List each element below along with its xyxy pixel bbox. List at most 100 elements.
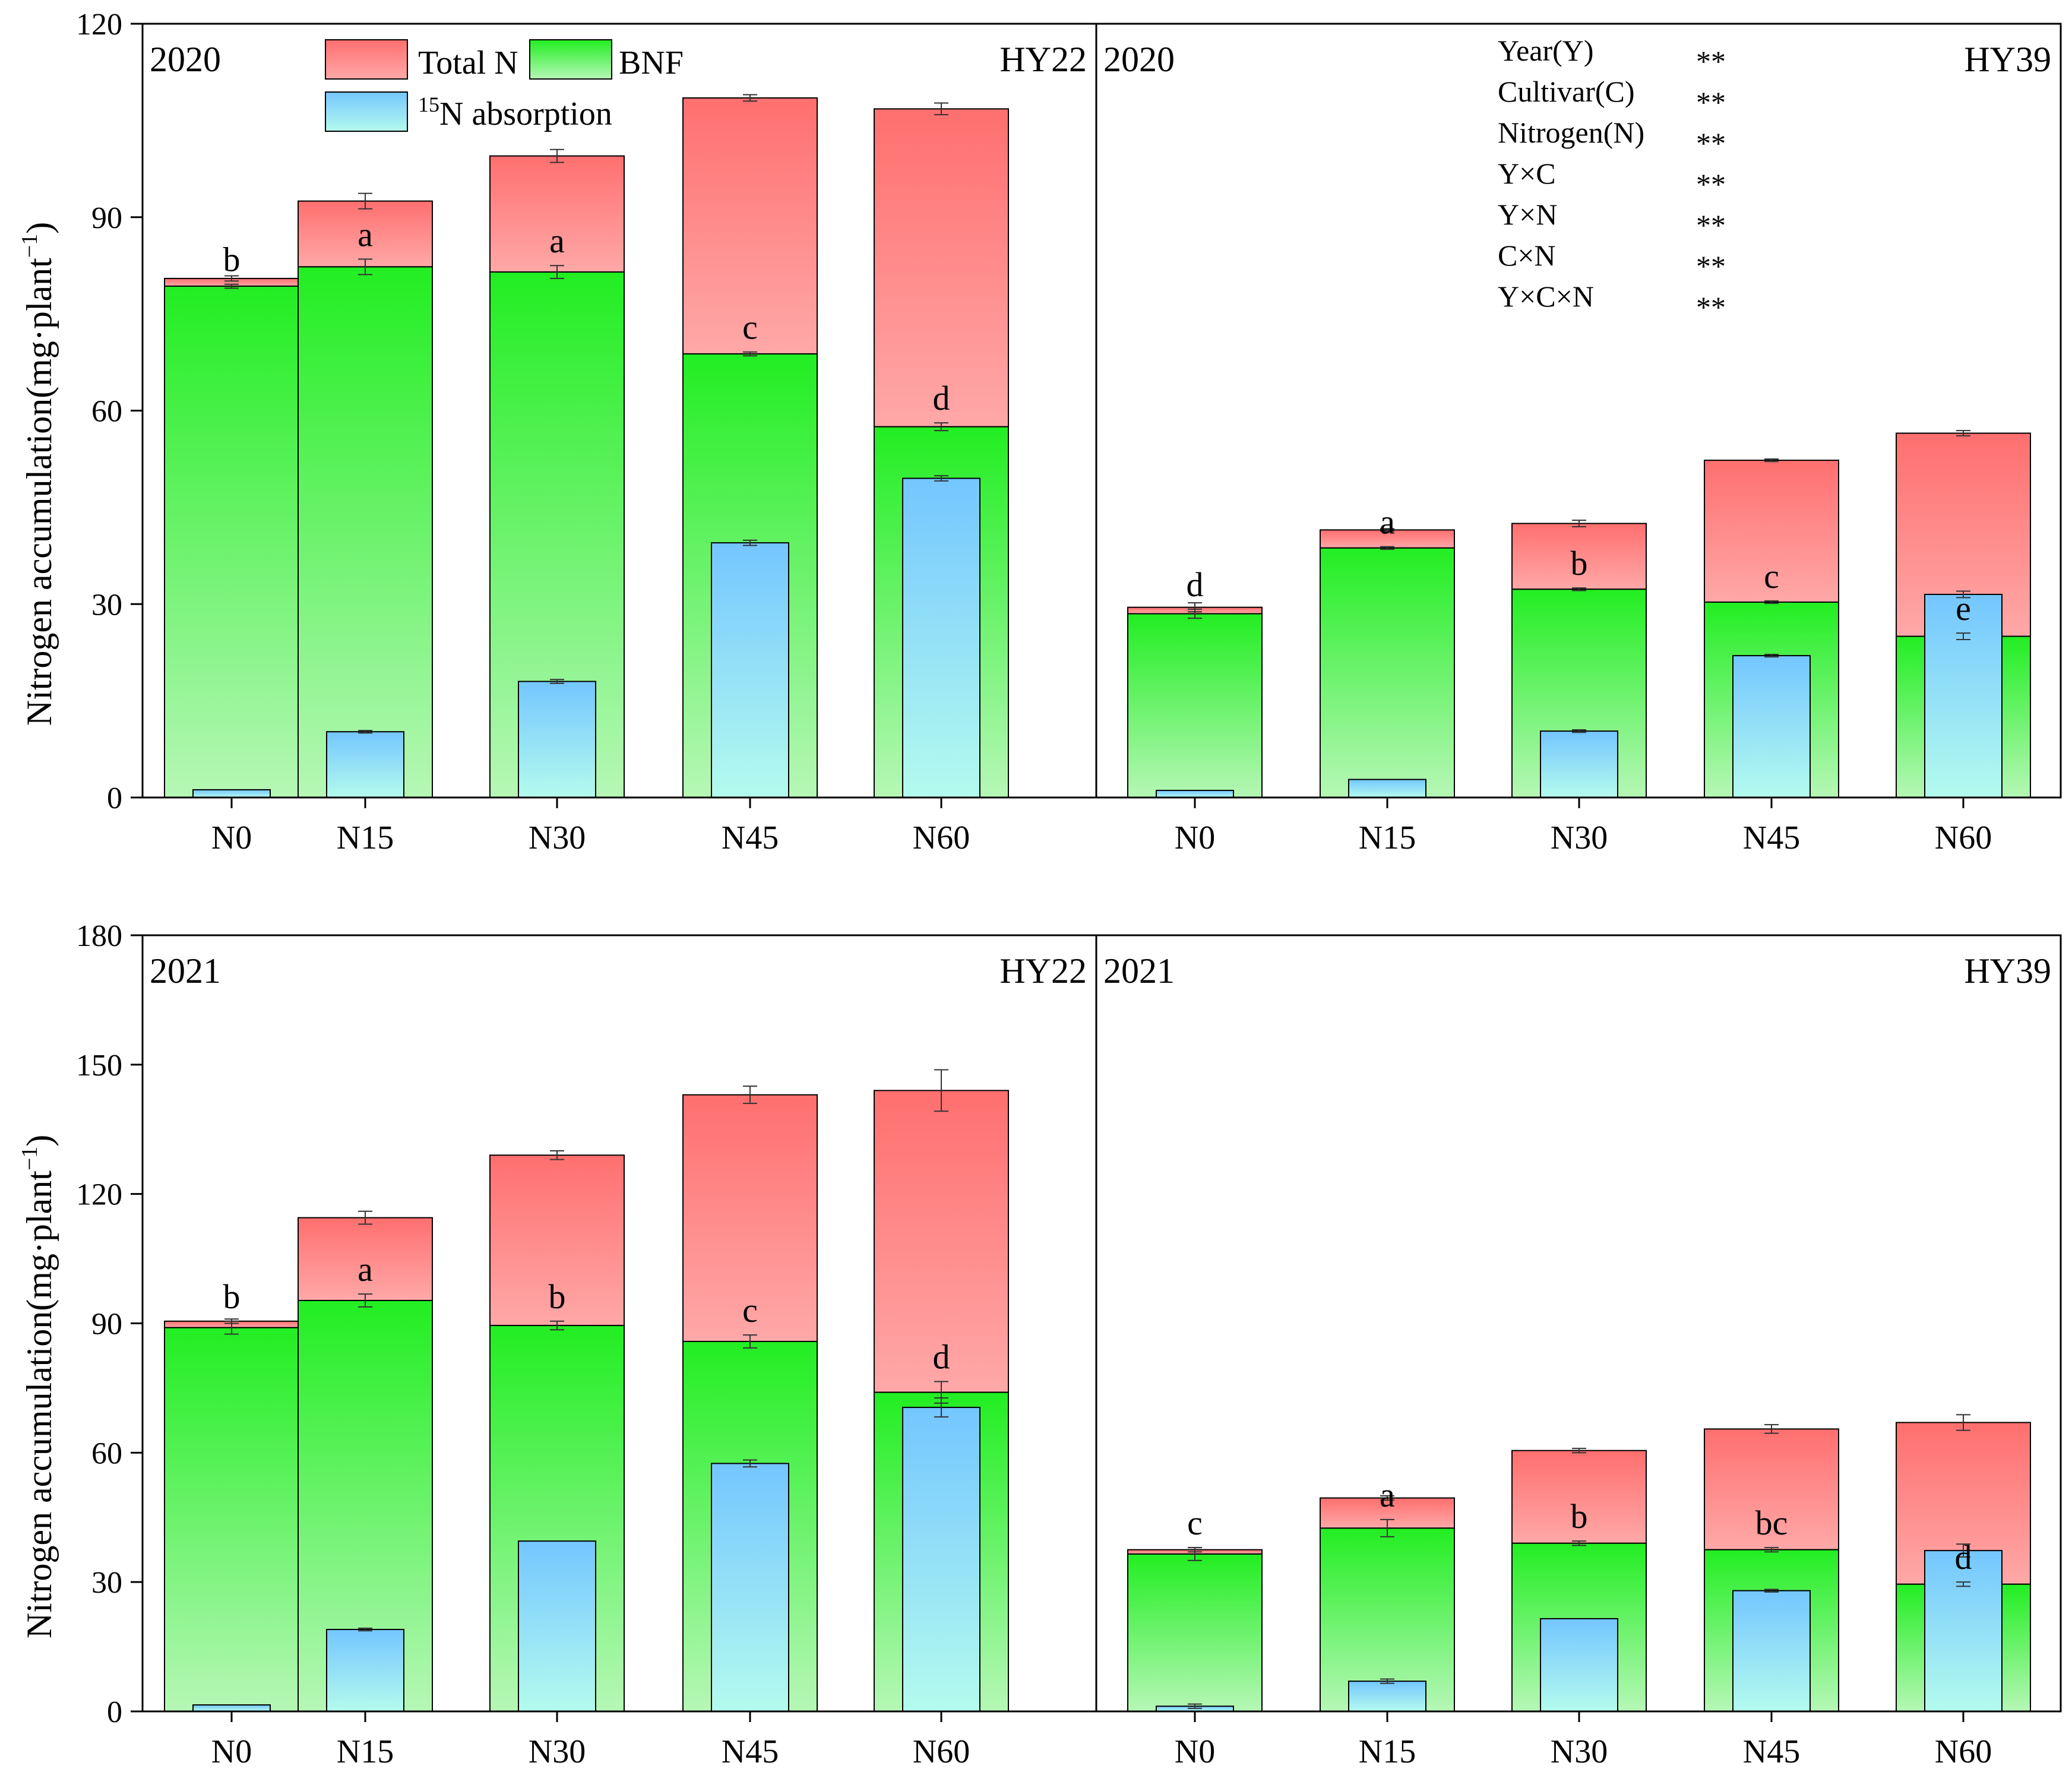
x-tick-label-n15: N15 (1359, 819, 1416, 856)
panel-cultivar-label: HY39 (1964, 951, 2051, 990)
stat-label-0: Year(Y) (1498, 34, 1594, 67)
bar-15n-n30 (1540, 1618, 1618, 1713)
significance-letter-n0: b (223, 240, 241, 279)
error-bar-bnf-n60 (1956, 632, 1970, 640)
error-bar-total-n-n60 (934, 102, 948, 116)
stat-label-1: Cultivar(C) (1498, 75, 1635, 108)
bar-15n-n60 (1924, 1550, 2003, 1713)
panel-year-label: 2021 (150, 951, 221, 990)
error-bar-15n-n30 (550, 679, 564, 684)
x-tick-label-n30: N30 (1551, 1733, 1608, 1769)
panel-frame (1095, 934, 2062, 1713)
bar-15n-n45 (1732, 1590, 1811, 1713)
significance-letter-n45: c (742, 1291, 758, 1330)
significance-letter-n30: a (549, 221, 565, 260)
error-bar-15n-n45 (743, 539, 757, 546)
stat-label-6: Y×C×N (1498, 280, 1594, 313)
panel-year-label: 2020 (150, 40, 221, 79)
error-bar-bnf-n15 (1380, 1518, 1394, 1537)
x-tick-label-n45: N45 (1743, 1733, 1800, 1769)
bar-15n-n60 (902, 1407, 980, 1712)
bar-total-n-n30 (489, 155, 625, 273)
panel-year-label: 2020 (1103, 40, 1175, 79)
bar-15n-n0 (192, 789, 271, 798)
error-bar-15n-n60 (934, 475, 948, 482)
error-bar-total-n-n45 (1764, 458, 1779, 463)
x-tick-label-n60: N60 (913, 1733, 970, 1769)
y-tick-label-30: 30 (91, 588, 122, 622)
significance-letter-n30: b (1571, 544, 1588, 583)
error-bar-bnf-n15 (358, 258, 372, 276)
panel-2021-hy22: b N0 a N15 b N30 c N45 d N60 0 30 60 90 120 150 180 2021 H… (76, 919, 1097, 1769)
panel-cultivar-label: HY22 (999, 40, 1087, 79)
bar-15n-n30 (518, 1540, 596, 1712)
error-bar-15n-n60 (1956, 1543, 1970, 1558)
x-tick-label-n60: N60 (913, 819, 970, 856)
error-bar-total-n-n15 (1380, 1495, 1394, 1501)
error-bar-total-n-n60 (1956, 430, 1970, 436)
x-tick-label-n30: N30 (529, 819, 586, 856)
panel-year-label: 2021 (1103, 951, 1175, 990)
significance-letter-n15: a (358, 1250, 373, 1289)
panel-2020-hy39: d N0 a N15 b N30 c N45 e N60 2020 HY39 Year(Y) ** Cult… (1095, 23, 2062, 856)
bar-bnf-n0 (1127, 613, 1263, 798)
legend: Total N BNF 15N absorption (325, 39, 684, 132)
error-bar-total-n-n30 (1572, 520, 1586, 527)
bar-15n-n15 (1348, 779, 1426, 799)
bar-15n-n45 (1732, 655, 1811, 799)
legend-swatch-15n (325, 91, 408, 132)
error-bar-total-n-n30 (550, 148, 564, 163)
y-axis-label-bottom: Nitrogen accumulation(mg·plant−1) (17, 1135, 59, 1639)
error-bar-total-n-n45 (1764, 1424, 1779, 1434)
stat-value-5: ** (1696, 249, 1726, 283)
x-tick-label-n15: N15 (1359, 1733, 1416, 1769)
bar-15n-n45 (711, 542, 789, 798)
error-bar-total-n-n30 (550, 1150, 564, 1160)
error-bar-total-n-n0 (224, 275, 239, 282)
bar-15n-n45 (711, 1463, 789, 1712)
legend-label-15n: 15N absorption (418, 93, 612, 132)
bar-15n-n15 (326, 731, 404, 798)
bar-total-n-n30 (1511, 523, 1647, 590)
bar-15n-n30 (1540, 730, 1618, 799)
error-bar-bnf-n30 (1572, 587, 1586, 591)
y-tick-label-30: 30 (91, 1566, 122, 1600)
error-bar-bnf-n45 (743, 351, 757, 357)
significance-letter-n15: a (358, 215, 373, 254)
legend-swatch-total-n (325, 39, 408, 80)
stat-value-1: ** (1696, 86, 1726, 119)
bar-total-n-n60 (874, 1090, 1009, 1393)
error-bar-bnf-n60 (1956, 1581, 1970, 1587)
y-tick-label-120: 120 (76, 1178, 122, 1212)
stat-label-2: Nitrogen(N) (1498, 116, 1644, 149)
stat-label-5: C×N (1498, 239, 1556, 272)
error-bar-total-n-n15 (358, 192, 372, 210)
y-tick-label-90: 90 (91, 1308, 122, 1341)
y-axis-label-top: Nitrogen accumulation(mg·plant−1) (17, 222, 59, 726)
error-bar-bnf-n45 (743, 1334, 757, 1349)
bar-15n-n15 (326, 1629, 404, 1712)
error-bar-15n-n60 (1956, 590, 1970, 599)
x-tick-label-n45: N45 (722, 1733, 779, 1769)
significance-letter-n0: d (1187, 565, 1204, 604)
panel-2021-hy39: c N0 a N15 b N30 bc N45 d N60 2021 HY39 (1095, 934, 2062, 1769)
significance-letter-n0: b (223, 1277, 241, 1316)
x-tick-label-n0: N0 (1175, 1733, 1215, 1769)
error-bar-15n-n45 (1764, 653, 1779, 658)
significance-letter-n60: d (1955, 1538, 1972, 1577)
bar-bnf-n15 (298, 266, 433, 798)
error-bar-total-n-n60 (934, 1069, 948, 1112)
legend-label-total-n: Total N (418, 45, 518, 81)
error-bar-bnf-n0 (224, 1320, 239, 1335)
panels-layer: b N0 a N15 a N30 c N45 d N60 0 30 60 90 120 2020 HY22 d N0… (76, 8, 2062, 1769)
bar-total-n-n30 (1511, 1450, 1647, 1544)
y-tick-label-0: 0 (107, 1695, 122, 1729)
error-bar-15n-n60 (934, 1397, 948, 1418)
y-tick-label-90: 90 (91, 201, 122, 235)
legend-15n-text: N absorption (439, 96, 612, 132)
error-bar-total-n-n45 (743, 1086, 757, 1105)
x-tick-label-n30: N30 (529, 1733, 586, 1769)
significance-letter-n60: d (933, 1338, 950, 1376)
bar-total-n-n15 (298, 1217, 433, 1302)
